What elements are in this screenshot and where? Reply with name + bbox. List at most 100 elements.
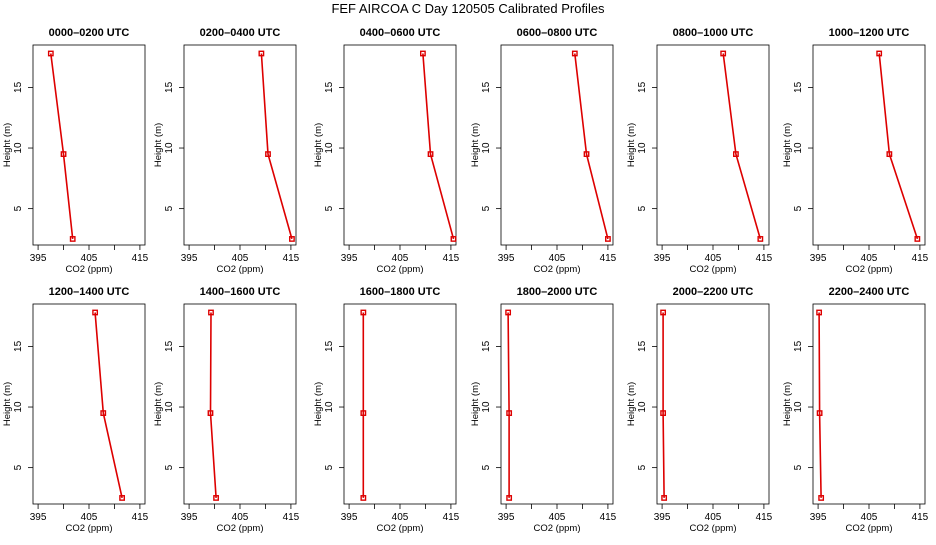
x-axis-label: CO2 (ppm) xyxy=(690,264,737,275)
y-axis-label: Height (m) xyxy=(313,123,324,167)
plot-frame xyxy=(656,44,770,246)
panel-title: 2200–2400 UTC xyxy=(829,286,910,298)
y-axis-label: Height (m) xyxy=(2,123,13,167)
y-axis-label: Height (m) xyxy=(313,382,324,426)
profile-point xyxy=(420,50,426,57)
profile-line xyxy=(878,53,919,240)
chart-panel: 1200–1400 UTC 395 405 415 5 10 15 CO2 (ppm) Heig… xyxy=(2,286,149,534)
x-axis-label: CO2 (ppm) xyxy=(217,523,264,534)
profile-line xyxy=(818,312,822,498)
chart-panel: 1400–1600 UTC 395 405 415 5 10 15 CO2 (ppm) Heig… xyxy=(153,286,300,534)
profile-line xyxy=(722,53,762,240)
x-tick-label: 395 xyxy=(810,512,827,523)
y-tick-label: 10 xyxy=(13,401,24,413)
profile-point xyxy=(213,495,219,501)
y-tick-label: 15 xyxy=(481,81,492,93)
y-tick-label: 15 xyxy=(164,340,175,352)
x-tick-label: 415 xyxy=(283,512,300,523)
y-tick-label: 5 xyxy=(793,205,804,211)
profile-point xyxy=(360,495,367,501)
profile-point xyxy=(207,410,214,416)
x-tick-label: 415 xyxy=(600,253,617,264)
profile-line xyxy=(50,53,74,239)
chart-panel: 2000–2200 UTC 395 405 415 5 10 15 CO2 (ppm) Heig… xyxy=(626,286,773,534)
plot-frame xyxy=(183,44,297,246)
profile-point xyxy=(818,495,825,501)
x-axis-label: CO2 (ppm) xyxy=(690,523,737,534)
y-tick-label: 5 xyxy=(164,464,175,470)
profile-point xyxy=(876,50,883,57)
profile-point xyxy=(100,410,107,416)
y-axis-label: Height (m) xyxy=(626,382,637,426)
x-tick-label: 415 xyxy=(912,512,929,523)
x-axis-label: CO2 (ppm) xyxy=(217,264,264,275)
y-axis-label: Height (m) xyxy=(153,123,164,167)
y-tick-label: 5 xyxy=(324,205,335,211)
x-axis-label: CO2 (ppm) xyxy=(66,264,113,275)
plot-frame xyxy=(183,303,297,505)
panel-title: 1000–1200 UTC xyxy=(829,27,910,39)
x-tick-label: 405 xyxy=(549,253,566,264)
x-tick-label: 415 xyxy=(443,512,460,523)
y-tick-label: 15 xyxy=(637,340,648,352)
y-tick-label: 5 xyxy=(324,464,335,470)
x-tick-label: 395 xyxy=(810,253,827,264)
y-tick-label: 10 xyxy=(481,142,492,154)
chart-panel: 0400–0600 UTC 395 405 415 5 10 15 CO2 (ppm) Heig… xyxy=(313,27,460,275)
y-tick-label: 10 xyxy=(13,142,24,154)
x-tick-label: 415 xyxy=(912,253,929,264)
profile-point xyxy=(816,410,823,416)
x-tick-label: 415 xyxy=(600,512,617,523)
y-tick-label: 10 xyxy=(324,401,335,413)
x-tick-label: 405 xyxy=(232,253,249,264)
x-tick-label: 405 xyxy=(861,512,878,523)
profile-point xyxy=(605,236,611,242)
y-tick-label: 5 xyxy=(637,205,648,211)
y-tick-label: 5 xyxy=(637,464,648,470)
plot-frame xyxy=(500,303,614,505)
profile-line xyxy=(574,53,609,240)
x-tick-label: 405 xyxy=(232,512,249,523)
x-tick-label: 415 xyxy=(283,253,300,264)
figure-title: FEF AIRCOA C Day 120505 Calibrated Profi… xyxy=(331,1,605,16)
y-tick-label: 15 xyxy=(13,340,24,352)
profile-point xyxy=(914,236,921,242)
panel-title: 0200–0400 UTC xyxy=(200,27,281,39)
profile-line xyxy=(94,312,123,499)
x-tick-label: 395 xyxy=(654,253,671,264)
x-axis-label: CO2 (ppm) xyxy=(534,523,581,534)
y-tick-label: 5 xyxy=(481,205,492,211)
plot-frame xyxy=(656,303,770,505)
plot-frame xyxy=(812,303,926,505)
y-tick-label: 5 xyxy=(13,464,24,470)
x-tick-label: 395 xyxy=(498,512,515,523)
panel-title: 1600–1800 UTC xyxy=(360,286,441,298)
chart-panel: 1800–2000 UTC 395 405 415 5 10 15 CO2 (ppm) Heig… xyxy=(470,286,617,534)
profile-point xyxy=(47,50,54,57)
x-tick-label: 405 xyxy=(705,253,722,264)
panel-title: 1200–1400 UTC xyxy=(49,286,130,298)
profile-line xyxy=(209,312,217,498)
profile-point xyxy=(733,151,739,157)
profile-point xyxy=(60,151,67,157)
profile-point xyxy=(119,495,125,501)
x-tick-label: 395 xyxy=(181,512,198,523)
x-axis-label: CO2 (ppm) xyxy=(534,264,581,275)
x-tick-label: 415 xyxy=(443,253,460,264)
y-tick-label: 10 xyxy=(637,142,648,154)
x-tick-label: 405 xyxy=(549,512,566,523)
x-tick-label: 395 xyxy=(341,512,358,523)
y-axis-label: Height (m) xyxy=(782,382,793,426)
profile-point xyxy=(360,309,367,316)
chart-panel: 0200–0400 UTC 395 405 415 5 10 15 CO2 (ppm) Heig… xyxy=(153,27,300,275)
profile-line xyxy=(662,312,665,498)
x-tick-label: 415 xyxy=(756,512,773,523)
y-tick-label: 15 xyxy=(637,81,648,93)
y-tick-label: 10 xyxy=(793,142,804,154)
profile-point xyxy=(92,309,99,316)
y-axis-label: Height (m) xyxy=(2,382,13,426)
x-axis-label: CO2 (ppm) xyxy=(846,523,893,534)
panel-title: 1800–2000 UTC xyxy=(517,286,598,298)
panel-title: 0400–0600 UTC xyxy=(360,27,441,39)
